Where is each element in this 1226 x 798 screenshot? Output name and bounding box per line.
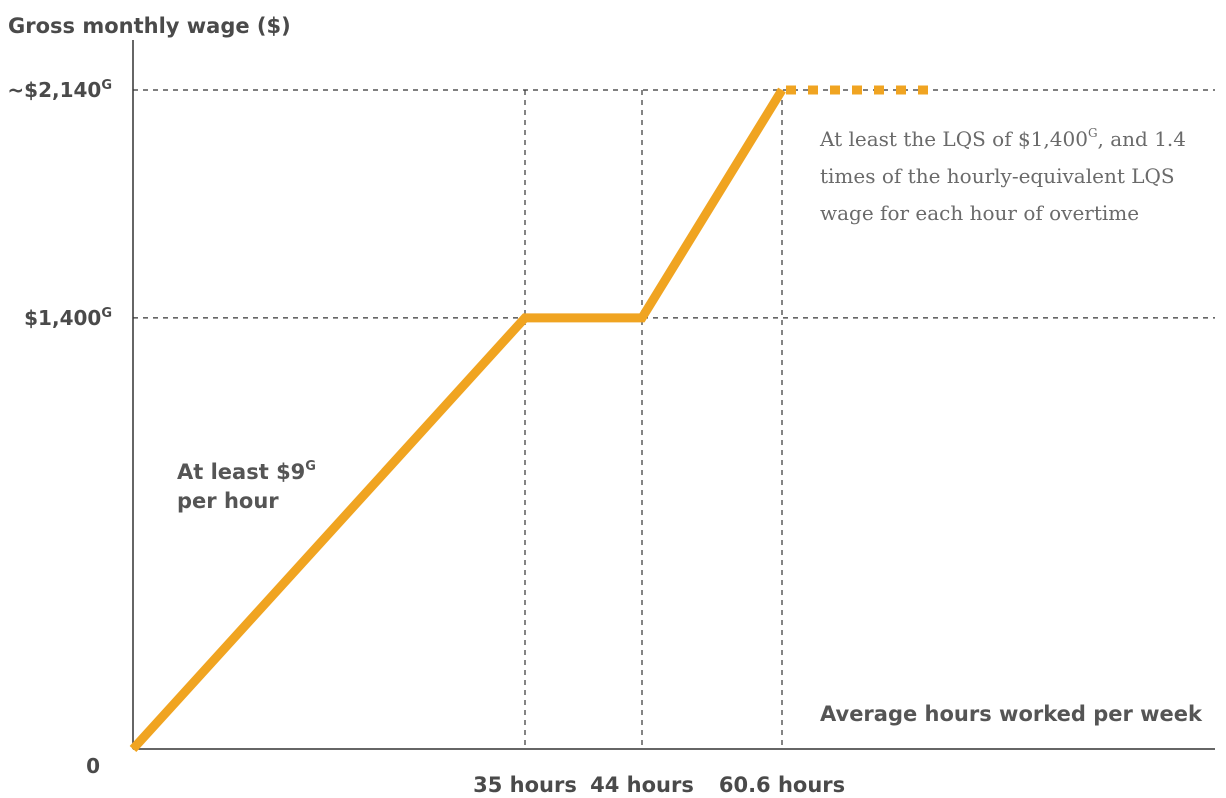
hourly-annotation-line1: At least $9G <box>177 459 316 484</box>
y-tick-label-1: $1,400G <box>24 306 112 330</box>
x-tick-label-2: 60.6 hours <box>719 773 845 797</box>
hourly-annotation-line2: per hour <box>177 489 279 513</box>
guide-lines <box>133 89 1215 749</box>
y-tick-label-2: ~$2,140G <box>7 78 112 102</box>
x-tick-labels: 35 hours 44 hours 60.6 hours <box>473 773 845 797</box>
overtime-annotation-line1: At least the LQS of $1,400G, and 1.4 <box>819 126 1186 151</box>
series-point-2 <box>641 317 643 319</box>
overtime-annotation-line2: times of the hourly-equivalent LQS <box>820 164 1175 188</box>
overtime-annotation-sup: G <box>1088 126 1098 140</box>
overtime-annotation-line3: wage for each hour of overtime <box>820 201 1139 225</box>
series-group <box>129 85 940 753</box>
x-tick-label-0: 35 hours <box>473 773 577 797</box>
x-axis-title: Average hours worked per week <box>820 702 1203 726</box>
y-axis-title: Gross monthly wage ($) <box>8 14 291 38</box>
hourly-annotation-sup: G <box>305 459 316 474</box>
series-point-3 <box>781 89 783 91</box>
y-tick-label-0: 0 <box>86 754 100 778</box>
y-tick-labels: 0 $1,400G ~$2,140G <box>7 78 112 778</box>
x-tick-label-1: 44 hours <box>590 773 694 797</box>
series-point-1 <box>524 317 526 319</box>
series-line-0 <box>129 87 786 753</box>
series-point-0 <box>132 748 134 750</box>
